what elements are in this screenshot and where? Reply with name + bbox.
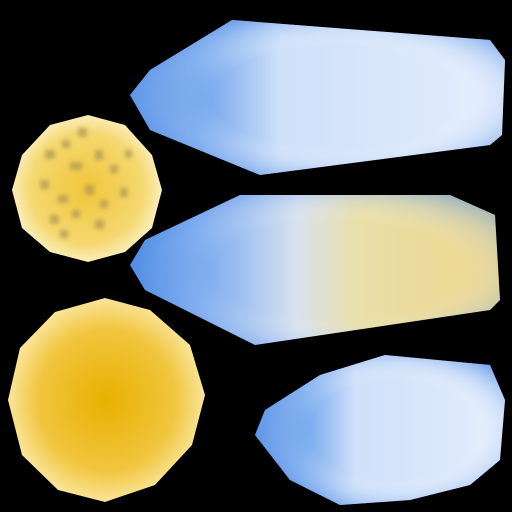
disc-gold — [8, 298, 205, 502]
petal-bottom — [255, 355, 505, 505]
petal-top — [130, 20, 505, 175]
disc-spotted — [12, 115, 162, 262]
petal-middle — [130, 195, 500, 345]
